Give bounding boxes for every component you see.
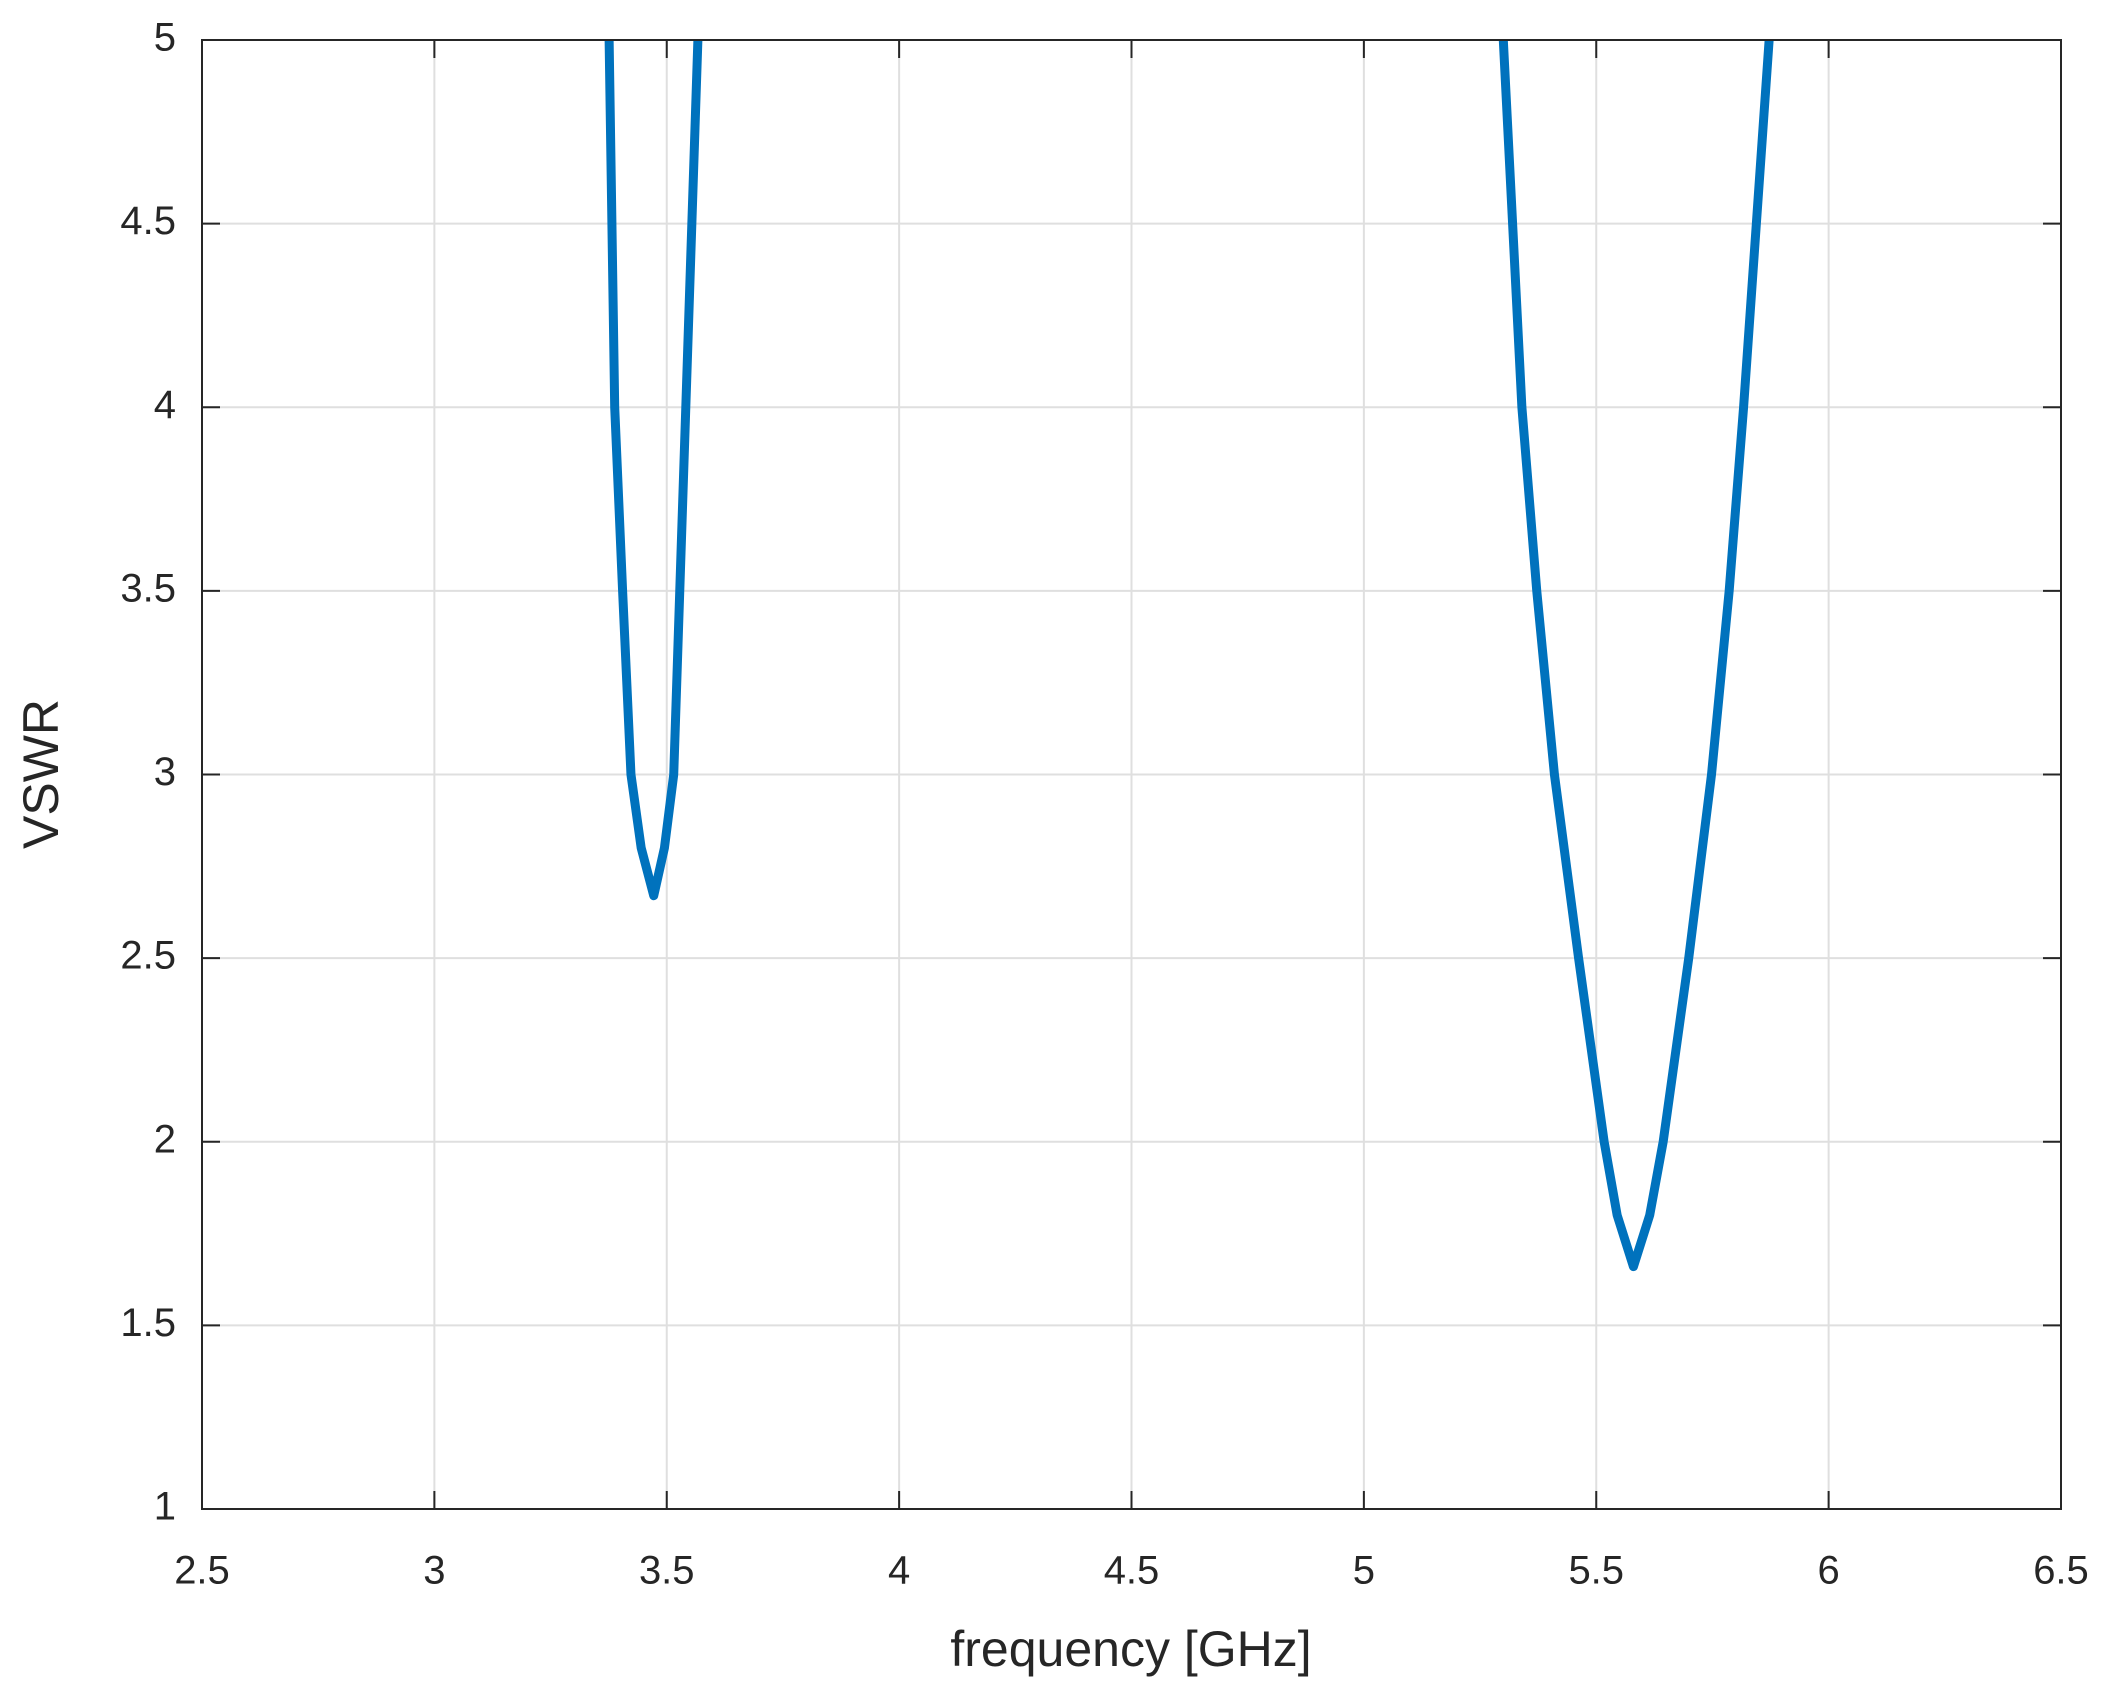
plot-area xyxy=(604,40,1774,1272)
y-tick-label: 2 xyxy=(154,1117,176,1161)
x-tick-label: 5.5 xyxy=(1568,1549,1624,1593)
y-tick-label: 1 xyxy=(154,1485,176,1529)
y-tick-label: 3.5 xyxy=(120,566,176,610)
grid xyxy=(201,39,2062,1510)
x-tick-label: 4.5 xyxy=(1104,1549,1160,1593)
y-tick-label: 5 xyxy=(154,16,176,60)
x-tick-label: 5 xyxy=(1353,1549,1375,1593)
y-axis-label: VSWR xyxy=(13,699,69,849)
x-tick-label: 3 xyxy=(423,1549,445,1593)
x-tick-label: 3.5 xyxy=(639,1549,695,1593)
y-tick-label: 3 xyxy=(154,750,176,794)
y-tick-label: 1.5 xyxy=(120,1301,176,1345)
x-tick-label: 6.5 xyxy=(2033,1549,2089,1593)
y-tick-label: 4.5 xyxy=(120,199,176,243)
x-tick-label: 6 xyxy=(1818,1549,1840,1593)
x-axis-label: frequency [GHz] xyxy=(950,1621,1311,1677)
x-tick-label: 4 xyxy=(888,1549,910,1593)
y-tick-label: 2.5 xyxy=(120,934,176,978)
y-tick-label: 4 xyxy=(154,383,176,427)
x-tick-label: 2.5 xyxy=(174,1549,230,1593)
data-line xyxy=(604,40,1774,1272)
